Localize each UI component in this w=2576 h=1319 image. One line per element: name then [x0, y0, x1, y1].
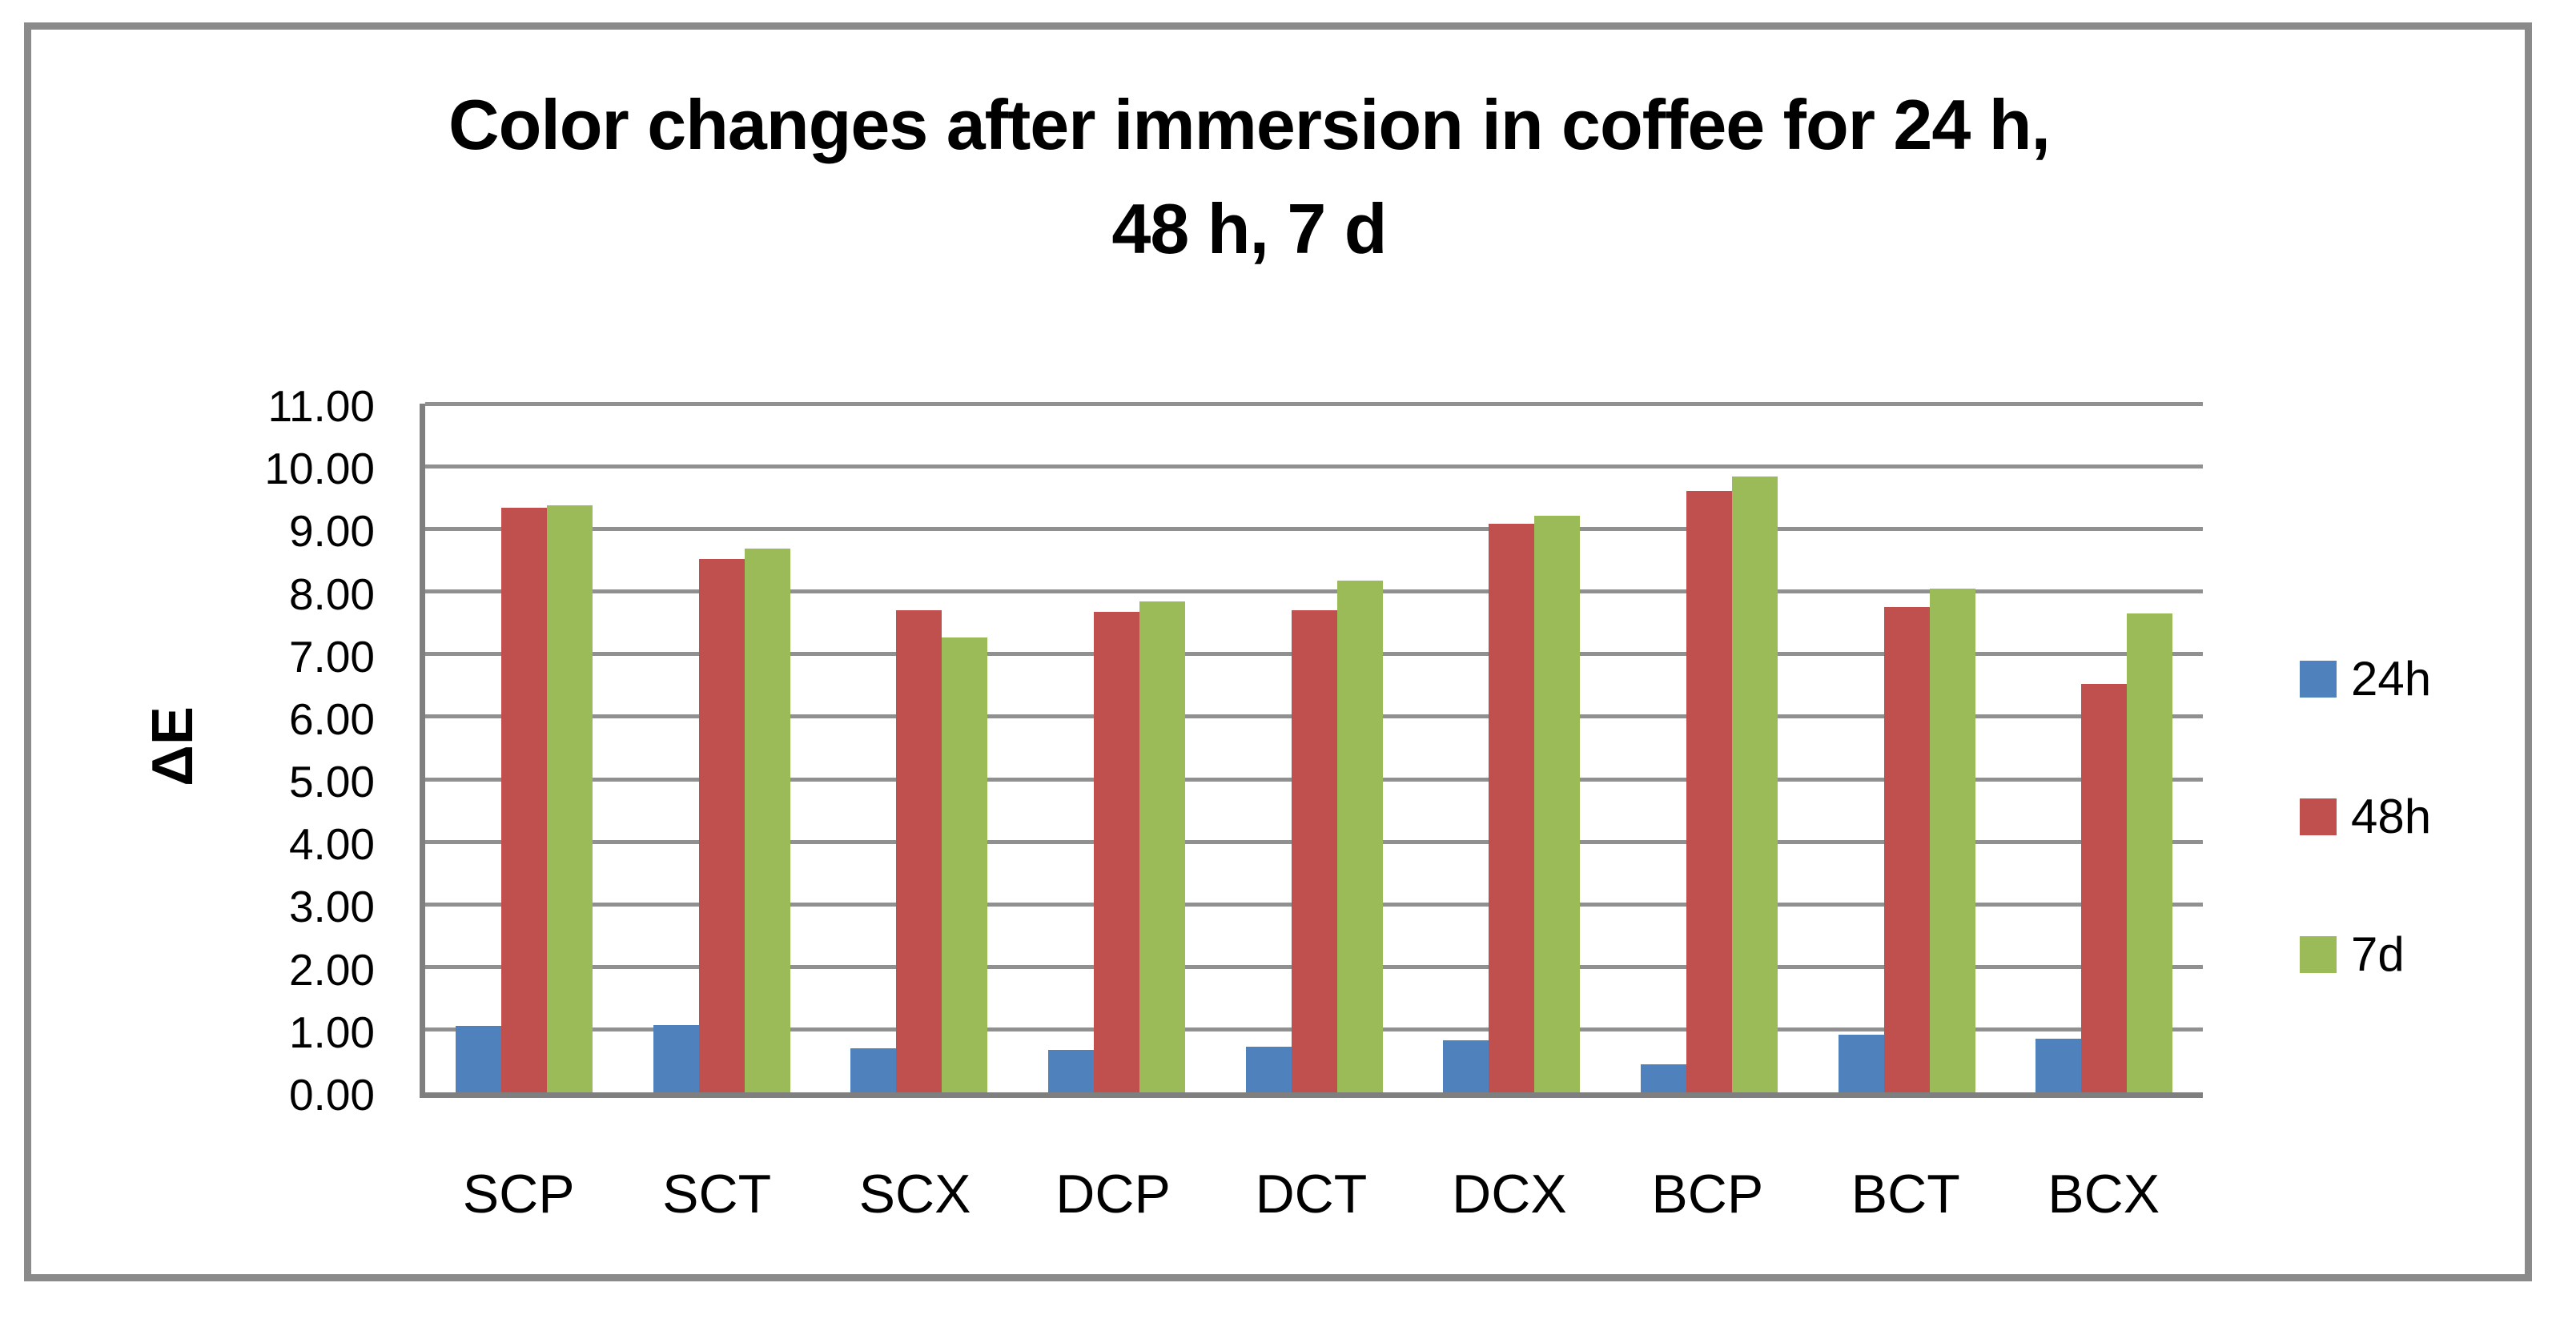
bar-BCT-24h — [1838, 1035, 1884, 1092]
bar-DCP-48h — [1093, 611, 1139, 1092]
bar-group-BCP — [1610, 404, 1808, 1092]
legend-item-48h: 48h — [2300, 793, 2431, 841]
legend: 24h 48h 7d — [2300, 655, 2431, 1068]
bar-BCX-24h — [2035, 1038, 2082, 1092]
bar-SCP-48h — [500, 507, 547, 1092]
x-axis-label-DCP: DCP — [1055, 1164, 1171, 1224]
bar-DCX-24h — [1443, 1040, 1489, 1092]
bar-SCP-7d — [546, 505, 593, 1092]
x-axis-label-BCX: BCX — [2048, 1164, 2160, 1224]
bar-BCP-48h — [1686, 491, 1732, 1092]
bar-BCT-7d — [1929, 588, 1975, 1092]
chart-title-line2: 48 h, 7 d — [1111, 189, 1387, 268]
bar-SCT-48h — [698, 558, 745, 1092]
x-axis-label-DCX: DCX — [1452, 1164, 1567, 1224]
gridline-9 — [425, 526, 2203, 531]
x-axis-label-BCT: BCT — [1851, 1164, 1960, 1224]
legend-swatch-icon — [2300, 661, 2337, 698]
y-tick-label-6.00: 6.00 — [288, 694, 375, 744]
y-tick-label-5.00: 5.00 — [288, 757, 375, 807]
y-tick-label-3.00: 3.00 — [288, 882, 375, 932]
bar-BCX-7d — [2127, 613, 2173, 1092]
chart-title-line1: Color changes after immersion in coffee … — [448, 85, 2051, 164]
plot-area — [420, 401, 2203, 1098]
bar-SCT-7d — [744, 549, 790, 1092]
bar-DCX-7d — [1534, 515, 1581, 1092]
bar-BCP-24h — [1640, 1064, 1686, 1092]
bar-group-SCX — [820, 404, 1018, 1092]
gridline-8 — [425, 589, 2203, 594]
legend-swatch-icon — [2300, 798, 2337, 835]
bar-group-DCP — [1018, 404, 1216, 1092]
x-axis-label-BCP: BCP — [1651, 1164, 1764, 1224]
legend-item-24h: 24h — [2300, 655, 2431, 703]
y-tick-label-0.00: 0.00 — [288, 1070, 375, 1120]
bar-SCX-24h — [850, 1048, 897, 1092]
y-tick-label-1.00: 1.00 — [288, 1007, 375, 1057]
gridline-11 — [425, 401, 2203, 406]
bar-SCX-48h — [896, 610, 942, 1092]
legend-label: 7d — [2351, 927, 2405, 981]
legend-swatch-icon — [2300, 936, 2337, 973]
chart-border-frame — [24, 22, 2532, 1281]
gridline-10 — [425, 464, 2203, 468]
y-tick-label-11.00: 11.00 — [267, 381, 375, 431]
bar-DCX-48h — [1489, 524, 1535, 1092]
bar-SCX-7d — [942, 637, 988, 1092]
legend-label: 24h — [2351, 652, 2432, 706]
y-tick-label-4.00: 4.00 — [288, 819, 375, 870]
bar-DCT-48h — [1291, 610, 1337, 1092]
bar-DCP-24h — [1047, 1049, 1094, 1092]
bar-series-container — [425, 404, 2203, 1092]
y-tick-label-7.00: 7.00 — [288, 631, 375, 682]
x-axis-label-SCT: SCT — [662, 1164, 772, 1224]
x-axis-label-SCP: SCP — [462, 1164, 575, 1224]
y-tick-label-10.00: 10.00 — [264, 444, 375, 494]
y-tick-label-8.00: 8.00 — [288, 569, 375, 619]
bar-group-DCX — [1413, 404, 1610, 1092]
bar-group-BCX — [2005, 404, 2203, 1092]
bar-group-DCT — [1216, 404, 1413, 1092]
x-axis-label-SCX: SCX — [858, 1164, 971, 1224]
chart-title: Color changes after immersion in coffee … — [128, 90, 2370, 264]
legend-label: 48h — [2351, 790, 2432, 843]
bar-BCX-48h — [2081, 684, 2128, 1092]
bar-DCP-7d — [1139, 601, 1185, 1092]
bar-DCT-24h — [1245, 1046, 1292, 1092]
bar-SCT-24h — [653, 1025, 699, 1092]
bar-SCP-24h — [455, 1026, 501, 1092]
y-tick-label-9.00: 9.00 — [288, 506, 375, 557]
bar-group-BCT — [1808, 404, 2006, 1092]
bar-BCT-48h — [1883, 607, 1930, 1092]
bar-group-SCT — [623, 404, 821, 1092]
bar-DCT-7d — [1336, 581, 1383, 1092]
x-axis-labels: SCP SCT SCX DCP DCT DCX BCP BCT BCX — [420, 1163, 2203, 1225]
legend-item-7d: 7d — [2300, 931, 2431, 979]
bar-group-SCP — [425, 404, 623, 1092]
bar-BCP-7d — [1731, 477, 1778, 1092]
y-tick-label-2.00: 2.00 — [288, 944, 375, 995]
x-axis-label-DCT: DCT — [1255, 1164, 1368, 1224]
